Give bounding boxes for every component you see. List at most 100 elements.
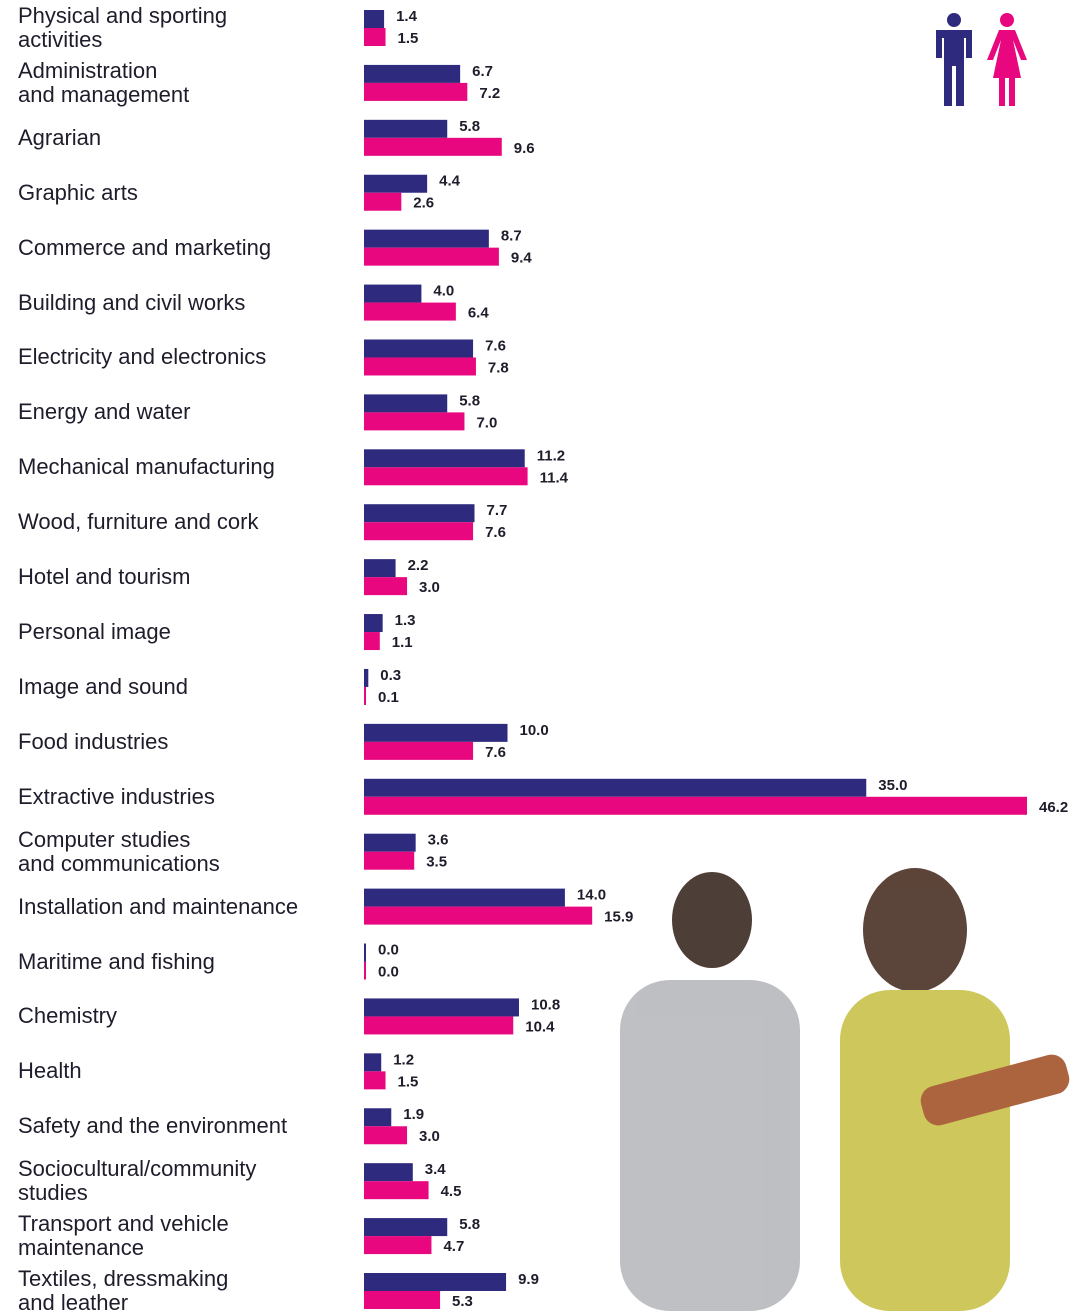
bar — [364, 998, 519, 1017]
category-label: Personal image — [18, 619, 171, 645]
bar — [364, 961, 366, 980]
category-label: Maritime and fishing — [18, 948, 215, 974]
value-label: 3.5 — [426, 854, 447, 871]
bar — [364, 174, 428, 193]
category-label: Physical and sporting activities — [18, 3, 228, 52]
value-label: 3.0 — [419, 1128, 440, 1145]
bar — [364, 357, 476, 376]
value-label: 4.4 — [439, 173, 461, 190]
value-label: 46.2 — [1039, 799, 1068, 816]
value-label: 1.9 — [403, 1106, 424, 1123]
bar — [364, 504, 475, 523]
bar — [364, 796, 1027, 815]
value-label: 10.0 — [520, 722, 549, 739]
value-label: 6.4 — [468, 305, 490, 322]
bar — [364, 943, 366, 962]
value-label: 10.8 — [531, 996, 560, 1013]
value-label: 0.0 — [378, 941, 399, 958]
value-label: 5.8 — [459, 392, 480, 409]
bar — [364, 1071, 386, 1090]
value-label: 3.0 — [419, 579, 440, 596]
bar — [364, 668, 369, 687]
value-label: 14.0 — [577, 887, 606, 904]
value-label: 1.1 — [392, 634, 413, 651]
bar — [364, 247, 499, 266]
bar — [364, 82, 468, 101]
category-label: Transport and vehicle maintenance — [18, 1211, 229, 1261]
value-label: 4.5 — [441, 1183, 462, 1200]
bar — [364, 906, 593, 925]
bar — [364, 577, 408, 596]
bar — [364, 851, 415, 870]
value-label: 35.0 — [878, 777, 907, 794]
category-label: Building and civil works — [18, 289, 246, 315]
category-label: Image and sound — [18, 673, 189, 699]
value-label: 9.6 — [514, 140, 535, 157]
value-label: 15.9 — [604, 909, 633, 926]
category-label: Sociocultural/community studies — [18, 1156, 257, 1206]
value-label: 3.6 — [428, 832, 449, 849]
bar — [364, 339, 474, 358]
value-label: 5.8 — [459, 118, 480, 135]
value-label: 1.4 — [396, 8, 418, 25]
value-label: 1.3 — [395, 612, 416, 629]
bar — [364, 833, 416, 852]
category-label: Administration and management — [18, 57, 190, 107]
bar — [364, 1016, 514, 1035]
bar — [364, 686, 366, 705]
value-label: 11.4 — [540, 469, 569, 486]
bar — [364, 119, 448, 138]
value-label: 0.3 — [380, 667, 401, 684]
legend-icons — [936, 13, 1027, 106]
value-label: 7.6 — [485, 524, 506, 541]
bar — [364, 1181, 429, 1200]
value-label: 6.7 — [472, 63, 493, 80]
category-label: Mechanical manufacturing — [18, 454, 275, 480]
bar — [364, 778, 867, 797]
photo-placeholder — [620, 868, 1070, 1311]
value-label: 7.2 — [479, 85, 500, 102]
category-label: Commerce and marketing — [18, 234, 272, 260]
bar — [364, 632, 380, 651]
bar — [364, 284, 422, 303]
bar — [364, 723, 508, 742]
value-label: 1.5 — [398, 30, 419, 47]
category-label: Textiles, dressmaking and leather — [18, 1266, 229, 1311]
value-label: 7.0 — [476, 414, 497, 431]
category-label: Installation and maintenance — [18, 893, 299, 919]
category-label: Hotel and tourism — [18, 564, 191, 590]
value-label: 5.8 — [459, 1216, 480, 1233]
bar — [364, 1163, 413, 1182]
value-label: 0.1 — [378, 689, 399, 706]
value-label: 10.4 — [525, 1018, 555, 1035]
category-label: Energy and water — [18, 399, 191, 425]
bar — [364, 467, 528, 486]
category-label: Agrarian — [18, 124, 102, 150]
category-label: Extractive industries — [18, 783, 215, 809]
value-label: 7.6 — [485, 337, 506, 354]
bar — [364, 1236, 432, 1255]
bar — [364, 741, 474, 760]
value-label: 5.3 — [452, 1293, 473, 1310]
category-label: Chemistry — [18, 1003, 118, 1029]
category-label: Food industries — [18, 728, 169, 754]
value-label: 11.2 — [537, 447, 565, 464]
value-label: 2.2 — [408, 557, 429, 574]
bar — [364, 522, 474, 541]
bar — [364, 192, 402, 211]
category-label: Wood, furniture and cork — [18, 509, 259, 535]
bar — [364, 10, 385, 28]
category-label: Health — [18, 1058, 82, 1084]
bar — [364, 1273, 507, 1291]
value-label: 4.0 — [433, 283, 454, 300]
value-label: 4.7 — [443, 1238, 464, 1255]
bar — [364, 64, 461, 83]
bar — [364, 888, 565, 907]
bar — [364, 137, 502, 156]
value-label: 0.0 — [378, 963, 399, 980]
bar — [364, 1053, 382, 1072]
category-label: Electricity and electronics — [18, 344, 267, 370]
category-label: Graphic arts — [18, 179, 138, 205]
value-label: 2.6 — [413, 195, 434, 212]
